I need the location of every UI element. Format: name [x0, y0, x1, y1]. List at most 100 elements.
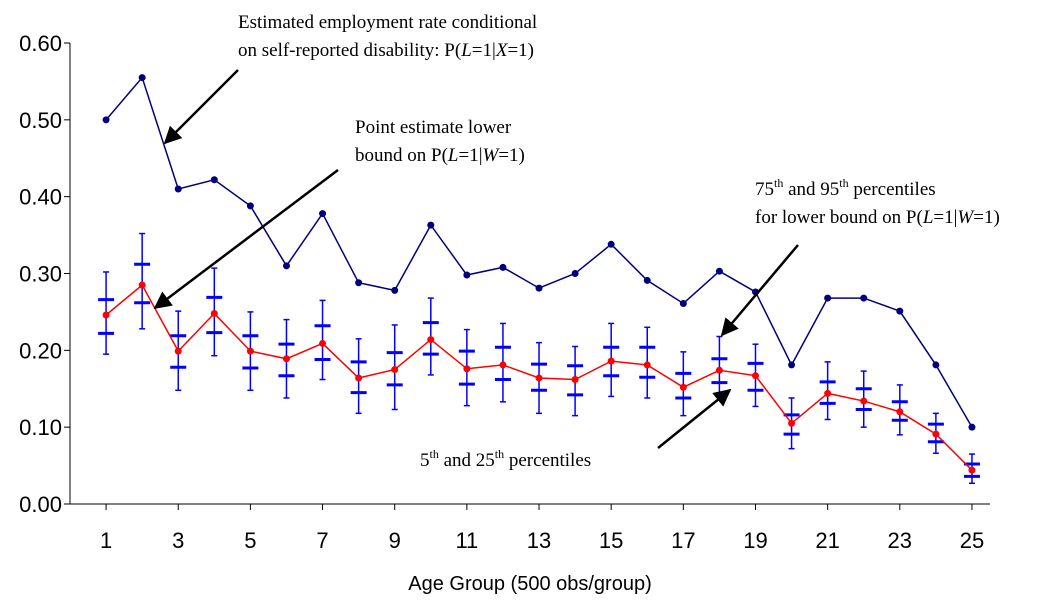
x-tick-label: 9	[389, 528, 401, 553]
annotation-arrow	[720, 244, 799, 337]
annotation-text: =1)	[507, 40, 534, 61]
series-point	[246, 202, 254, 210]
annotation-arrow	[163, 69, 239, 145]
annotation-text: =1|	[472, 40, 496, 61]
annotation: on self-reported disability: P(L=1|X=1)	[238, 40, 534, 61]
series-point	[679, 299, 687, 307]
series-point	[788, 361, 796, 369]
series-point	[463, 365, 471, 373]
annotation-text: Point estimate lower	[355, 117, 512, 138]
series-point	[607, 240, 615, 248]
annotation-arrow	[657, 388, 732, 449]
series-point	[824, 389, 832, 397]
x-tick-label: 3	[172, 528, 184, 553]
annotation-text: =1)	[498, 145, 525, 166]
annotation-text: X	[495, 40, 509, 61]
series-point	[968, 466, 976, 474]
annotation: 75th and 95th percentiles	[755, 176, 936, 200]
series-point	[102, 116, 110, 124]
annotation: 5th and 25th percentiles	[420, 447, 591, 471]
y-tick-label: 0.00	[19, 492, 62, 517]
annotation-text: th	[495, 447, 504, 461]
annotation-text: =1)	[973, 207, 1000, 228]
annotation-text: bound on P(	[355, 145, 448, 166]
series-point	[102, 311, 110, 319]
series-point	[860, 294, 868, 302]
series-point	[751, 372, 759, 380]
x-tick-label: 21	[815, 528, 839, 553]
series-point	[246, 347, 254, 355]
annotation-text: and 95	[783, 179, 839, 200]
series-point	[571, 376, 579, 384]
annotation-text: Estimated employment rate conditional	[238, 12, 537, 33]
series-point	[319, 339, 327, 347]
series-point	[824, 294, 832, 302]
y-tick-label: 0.40	[19, 185, 62, 210]
x-axis-title: Age Group (500 obs/group)	[408, 573, 652, 595]
series-point	[463, 271, 471, 279]
annotation: Estimated employment rate conditional	[238, 12, 537, 33]
annotation: Point estimate lower	[355, 117, 512, 138]
annotation-text: 75	[755, 179, 774, 200]
y-tick-label: 0.30	[19, 262, 62, 287]
series-point	[391, 366, 399, 374]
series-point	[138, 281, 146, 289]
series-point	[355, 374, 363, 382]
annotation-text: th	[839, 176, 848, 190]
series-point	[499, 361, 507, 369]
series-point	[896, 408, 904, 416]
annotation-text: percentiles	[849, 179, 936, 200]
series-point	[535, 284, 543, 292]
series-point	[860, 397, 868, 405]
series-point	[607, 357, 615, 365]
annotation-text: on self-reported disability: P(	[238, 40, 461, 61]
series-point	[499, 263, 507, 271]
x-tick-label: 5	[244, 528, 256, 553]
y-tick-label: 0.50	[19, 108, 62, 133]
annotation-text: W	[957, 207, 975, 228]
x-tick-label: 23	[888, 528, 912, 553]
annotation-text: L	[447, 145, 459, 166]
series-point	[355, 279, 363, 287]
x-tick-label: 11	[455, 528, 478, 553]
x-tick-label: 25	[960, 528, 984, 553]
series-point	[715, 267, 723, 275]
annotation-text: th	[774, 176, 783, 190]
series-point	[138, 74, 146, 82]
annotation: bound on P(L=1|W=1)	[355, 145, 525, 166]
series-point	[571, 270, 579, 277]
x-tick-label: 15	[599, 528, 623, 553]
series-point	[319, 210, 327, 218]
series-point	[391, 286, 399, 294]
series-point	[210, 176, 218, 184]
annotation-arrow	[153, 169, 339, 310]
series-point	[174, 347, 182, 355]
x-tick-label: 17	[671, 528, 695, 553]
annotation-text: 5	[420, 450, 430, 471]
annotation-text: =1|	[458, 145, 482, 166]
x-tick-label: 13	[527, 528, 551, 553]
annotation-text: percentiles	[504, 450, 591, 471]
series-point	[932, 430, 940, 438]
series-point	[679, 383, 687, 391]
annotation-text: th	[430, 447, 439, 461]
annotation-text: L	[922, 207, 934, 228]
series-point	[932, 361, 940, 369]
annotation-text: =1|	[933, 207, 957, 228]
annotation: for lower bound on P(L=1|W=1)	[755, 207, 1000, 228]
series-point	[788, 419, 796, 427]
series-point	[535, 374, 543, 382]
series-point	[427, 221, 435, 229]
series-point	[282, 355, 290, 363]
annotation-text: L	[460, 40, 472, 61]
series-point	[427, 336, 435, 344]
series-point	[282, 262, 290, 270]
series-point	[643, 276, 651, 284]
y-tick-label: 0.20	[19, 338, 62, 363]
x-tick-label: 19	[743, 528, 767, 553]
series-point	[715, 366, 723, 374]
annotation-text: and 25	[439, 450, 495, 471]
y-tick-label: 0.10	[19, 415, 62, 440]
series-point	[174, 185, 182, 193]
annotation-text: for lower bound on P(	[755, 207, 923, 228]
